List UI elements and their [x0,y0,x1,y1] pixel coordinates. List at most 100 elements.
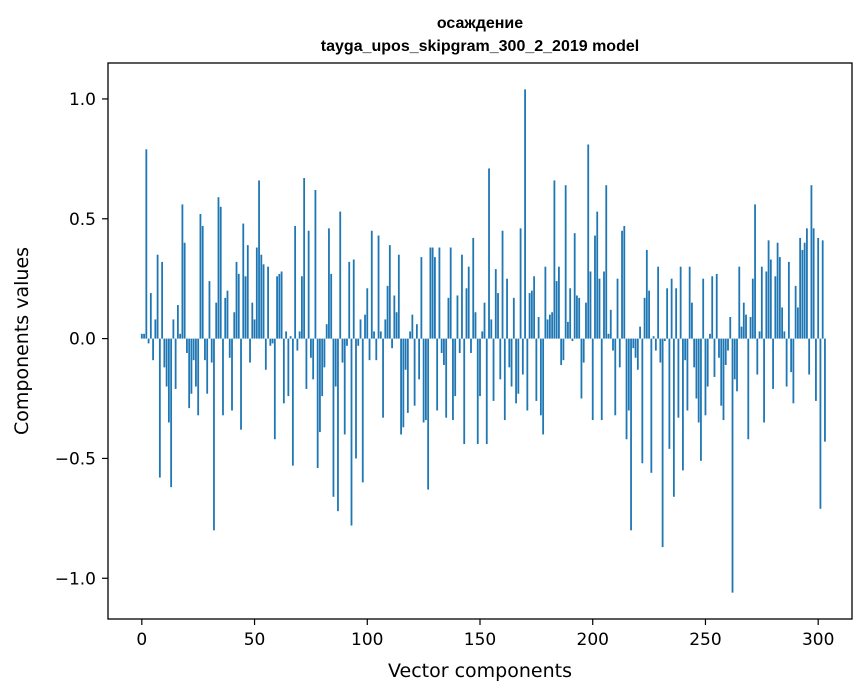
bar [481,331,484,339]
bar [625,338,628,440]
bar [790,338,793,373]
bar [251,302,254,339]
bar [787,261,790,339]
bar [521,338,524,375]
bar [393,295,396,339]
bar [747,338,750,440]
x-tick-label: 0 [136,630,147,650]
bar [691,302,693,339]
bar [429,247,432,339]
bar [675,288,678,339]
bar [300,276,303,339]
y-axis-label: Components values [11,247,33,435]
bar [201,225,204,339]
bar [591,338,594,421]
bar [195,338,197,387]
bar [560,338,563,365]
x-axis-ticks: 0 50 100 150 200 250 300 [136,619,834,650]
bar [350,338,353,526]
bar [258,180,260,339]
x-tick-label: 150 [464,630,496,650]
bar [544,266,547,339]
bar [431,247,434,339]
bar [733,338,736,380]
bar [172,319,175,339]
bar [246,245,249,339]
bar [567,321,569,339]
bar [149,293,152,339]
bar [163,338,166,368]
bar [402,338,405,428]
bar [179,333,182,339]
bar [190,338,193,394]
bar [188,338,191,409]
bar [810,185,813,339]
bar [386,285,389,339]
bar [222,338,224,416]
bar [224,297,227,339]
bar [359,319,362,339]
bar [686,338,689,411]
bar [341,338,344,363]
bar [585,302,587,339]
bar [312,338,315,380]
bar [494,269,497,339]
bar [609,309,612,339]
bar [465,288,468,339]
bar [391,338,393,349]
bar [512,297,515,339]
bar [271,338,274,344]
bar [539,338,542,416]
bar [598,278,601,339]
bar [614,338,617,416]
bar [219,206,222,339]
bar [377,235,380,339]
bar [724,338,727,365]
bar [700,338,702,461]
bar [645,249,648,339]
bar [612,338,614,351]
bar [395,312,398,339]
bar [143,333,145,339]
bar [447,297,450,339]
bar [672,338,675,497]
bar [445,338,448,418]
bar [145,149,148,339]
bar [314,190,317,339]
bar [282,338,285,404]
bar [330,273,333,339]
bar [240,338,242,430]
bar [569,288,572,339]
bar [745,314,747,339]
bar [276,276,278,339]
bar [573,233,576,339]
bar [781,307,784,339]
bar [533,276,536,339]
bar [368,338,371,361]
bar [551,312,554,339]
bar [140,333,143,339]
bar [648,290,650,339]
bar [267,266,269,339]
bar [639,326,641,339]
bar [197,338,200,416]
bar [785,338,788,387]
bar [623,225,626,339]
bar [772,338,774,389]
x-tick-label: 200 [577,630,609,650]
bar [305,338,308,389]
bar [415,324,418,339]
bar [643,297,646,339]
chart-title: осаждение [437,15,523,32]
bar [470,338,472,353]
bar [596,211,599,339]
bar [158,338,161,478]
bar [213,338,215,531]
bar [578,297,581,339]
bar [558,266,560,339]
bar [156,254,159,339]
bar [501,230,504,339]
bar [528,293,531,339]
bar-series [140,89,826,593]
